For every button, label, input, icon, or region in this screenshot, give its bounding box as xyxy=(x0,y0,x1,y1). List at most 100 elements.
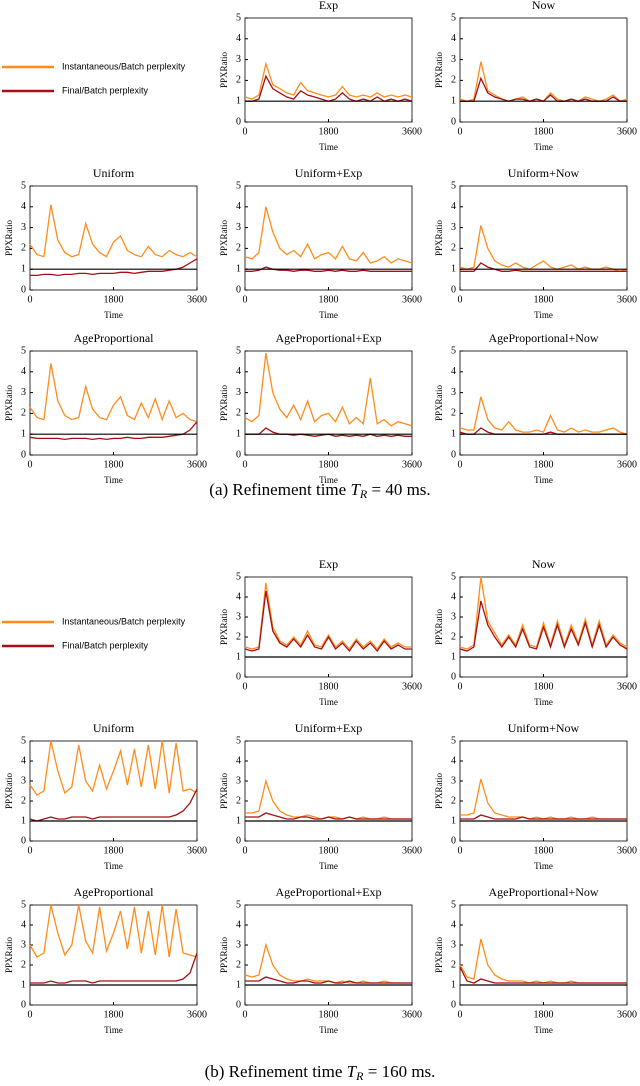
x-tick-label: 1800 xyxy=(319,681,339,692)
y-tick-label: 2 xyxy=(21,795,26,806)
y-tick-label: 0 xyxy=(451,671,456,682)
x-tick-label: 3600 xyxy=(617,459,637,470)
y-tick-label: 0 xyxy=(451,999,456,1010)
y-tick-label: 4 xyxy=(236,366,241,377)
chart-title: AgeProportional+Now xyxy=(488,331,598,345)
series-line xyxy=(29,204,198,258)
chart-title: Uniform+Exp xyxy=(295,721,362,735)
y-tick-label: 2 xyxy=(21,408,26,419)
caption: (b) Refinement time TR = 160 ms. xyxy=(205,1062,436,1083)
y-tick-label: 1 xyxy=(21,428,26,439)
chart-title: AgeProportional+Exp xyxy=(275,331,381,345)
y-tick-label: 3 xyxy=(236,54,241,65)
x-tick-label: 0 xyxy=(243,1009,248,1020)
chart-title: Uniform+Now xyxy=(508,721,580,735)
y-axis-label: PPXRatio xyxy=(219,936,229,973)
x-tick-label: 1800 xyxy=(104,1009,124,1020)
series-line xyxy=(245,778,412,820)
y-tick-label: 4 xyxy=(21,919,26,930)
y-tick-label: 5 xyxy=(451,735,456,746)
y-tick-label: 1 xyxy=(21,979,26,990)
caption-text: (b) Refinement time xyxy=(205,1062,347,1081)
y-axis-label: PPXRatio xyxy=(4,384,14,421)
y-axis-label: PPXRatio xyxy=(434,936,444,973)
y-tick-label: 1 xyxy=(236,428,241,439)
x-tick-label: 1800 xyxy=(319,294,339,305)
y-tick-label: 0 xyxy=(451,284,456,295)
chart-title: Uniform+Now xyxy=(508,166,580,180)
chart-title: Exp xyxy=(319,0,338,12)
series-line xyxy=(460,778,627,820)
x-tick-label: 0 xyxy=(28,459,33,470)
x-tick-label: 3600 xyxy=(187,459,207,470)
series-line xyxy=(29,740,198,796)
y-tick-label: 2 xyxy=(451,75,456,86)
y-tick-label: 2 xyxy=(236,243,241,254)
plot-frame xyxy=(459,740,628,842)
chart-title: Uniform+Exp xyxy=(295,166,362,180)
x-tick-label: 0 xyxy=(458,681,463,692)
y-tick-label: 1 xyxy=(451,263,456,274)
series-line xyxy=(244,61,413,100)
x-tick-label: 0 xyxy=(458,459,463,470)
x-tick-label: 3600 xyxy=(617,1009,637,1020)
y-tick-label: 2 xyxy=(236,795,241,806)
x-tick-label: 3600 xyxy=(617,294,637,305)
series-line xyxy=(459,61,628,102)
plot-frame xyxy=(244,904,413,1006)
y-tick-label: 3 xyxy=(236,611,241,622)
series-line xyxy=(29,904,198,958)
y-tick-label: 5 xyxy=(21,735,26,746)
y-tick-label: 5 xyxy=(236,345,241,356)
y-tick-label: 2 xyxy=(236,631,241,642)
series-line xyxy=(459,966,627,984)
y-tick-label: 3 xyxy=(451,611,456,622)
x-tick-label: 1800 xyxy=(534,681,554,692)
caption-text: = 40 ms. xyxy=(367,480,430,499)
series-line xyxy=(460,262,627,272)
x-tick-label: 0 xyxy=(28,845,33,856)
x-tick-label: 1800 xyxy=(319,1009,339,1020)
series-line xyxy=(244,942,412,984)
x-tick-label: 3600 xyxy=(187,1009,207,1020)
caption-text: (a) Refinement time xyxy=(209,480,350,499)
series-line xyxy=(459,225,628,272)
legend-label: Final/Batch perplexity xyxy=(62,85,149,95)
y-tick-label: 5 xyxy=(21,180,26,191)
y-tick-label: 4 xyxy=(451,919,456,930)
y-tick-label: 1 xyxy=(451,95,456,106)
y-tick-label: 3 xyxy=(451,222,456,233)
series-line xyxy=(459,576,628,650)
y-tick-label: 5 xyxy=(236,180,241,191)
x-axis-label: Time xyxy=(534,475,553,485)
x-tick-label: 0 xyxy=(28,1009,33,1020)
x-tick-label: 3600 xyxy=(187,294,207,305)
y-tick-label: 2 xyxy=(451,408,456,419)
y-tick-label: 4 xyxy=(21,201,26,212)
series-line xyxy=(460,814,627,820)
y-tick-label: 4 xyxy=(451,33,456,44)
y-axis-label: PPXRatio xyxy=(219,772,229,809)
y-axis-label: PPXRatio xyxy=(434,608,444,645)
chart-title: Uniform xyxy=(93,721,135,735)
y-tick-label: 0 xyxy=(21,449,26,460)
series-line xyxy=(30,952,198,984)
y-tick-label: 4 xyxy=(236,755,241,766)
series-line xyxy=(459,396,628,435)
caption-text: = 160 ms. xyxy=(363,1062,435,1081)
y-axis-label: PPXRatio xyxy=(219,51,229,88)
y-tick-label: 2 xyxy=(21,243,26,254)
y-tick-label: 5 xyxy=(236,899,241,910)
y-tick-label: 2 xyxy=(451,243,456,254)
x-tick-label: 3600 xyxy=(402,1009,422,1020)
y-axis-label: PPXRatio xyxy=(219,384,229,421)
legend-label: Final/Batch perplexity xyxy=(62,640,149,650)
y-tick-label: 3 xyxy=(236,939,241,950)
y-tick-label: 0 xyxy=(236,449,241,460)
y-tick-label: 5 xyxy=(451,899,456,910)
series-line xyxy=(29,788,198,822)
x-tick-label: 1800 xyxy=(104,294,124,305)
chart-title: AgeProportional xyxy=(74,331,155,345)
x-tick-label: 3600 xyxy=(402,126,422,137)
